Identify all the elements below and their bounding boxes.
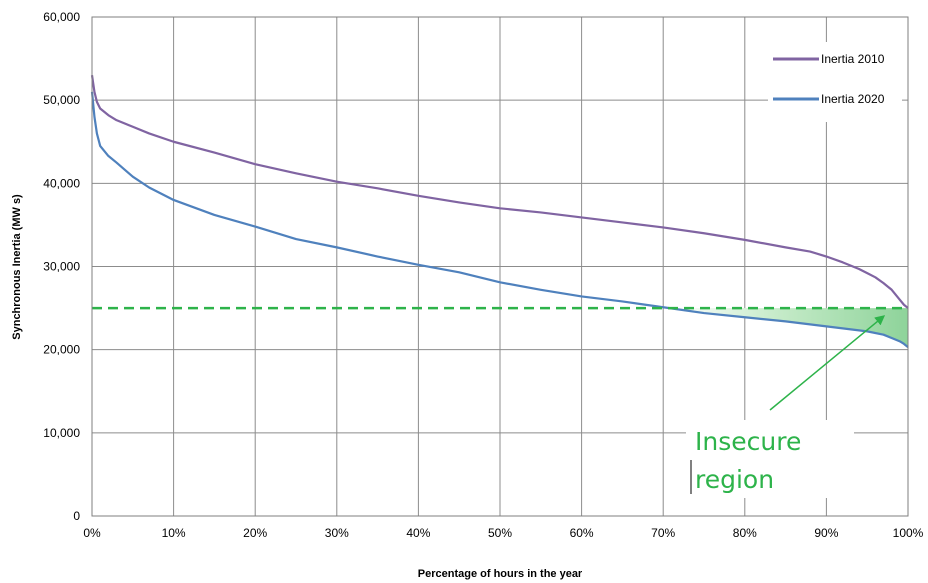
x-tick-label: 40% [406, 526, 430, 540]
x-tick-label: 10% [162, 526, 186, 540]
series-line-2020 [90, 91, 909, 349]
legend-background [768, 42, 902, 122]
x-tick-label: 100% [893, 526, 924, 540]
y-tick-label: 20,000 [43, 343, 80, 357]
legend-label-2010: Inertia 2010 [821, 52, 885, 66]
legend: Inertia 2010 Inertia 2020 [768, 42, 902, 122]
y-tick-label: 40,000 [43, 176, 80, 190]
x-tick-label: 60% [570, 526, 594, 540]
x-tick-label: 50% [488, 526, 512, 540]
series-line-2010 [90, 75, 909, 309]
insecure-region-fill [669, 308, 908, 348]
y-axis-ticks: 0 10,000 20,000 30,000 40,000 50,000 60,000 [43, 10, 80, 523]
y-tick-label: 30,000 [43, 260, 80, 274]
annotation-line-2: region [695, 465, 774, 494]
annotation-line-1: Insecure [695, 427, 801, 456]
y-axis-title: Synchronous Inertia (MW s) [11, 194, 23, 340]
x-axis-ticks: 0% 10% 20% 30% 40% 50% 60% 70% 80% 90% 100% [83, 526, 923, 540]
annotation-arrow [769, 315, 886, 411]
insecure-region-area [669, 308, 908, 348]
annotation-box [686, 420, 854, 498]
x-tick-label: 70% [651, 526, 675, 540]
x-tick-label: 90% [814, 526, 838, 540]
y-tick-label: 10,000 [43, 426, 80, 440]
y-tick-label: 0 [73, 509, 80, 523]
x-tick-label: 20% [243, 526, 267, 540]
y-tick-label: 60,000 [43, 10, 80, 24]
x-tick-label: 0% [83, 526, 101, 540]
y-tick-label: 50,000 [43, 93, 80, 107]
plot-frame [91, 16, 909, 517]
x-tick-label: 30% [325, 526, 349, 540]
series-lines [90, 75, 909, 349]
x-tick-label: 80% [733, 526, 757, 540]
x-axis-title: Percentage of hours in the year [418, 568, 583, 580]
insecure-annotation: Insecure region [686, 315, 886, 498]
legend-label-2020: Inertia 2020 [821, 92, 885, 106]
